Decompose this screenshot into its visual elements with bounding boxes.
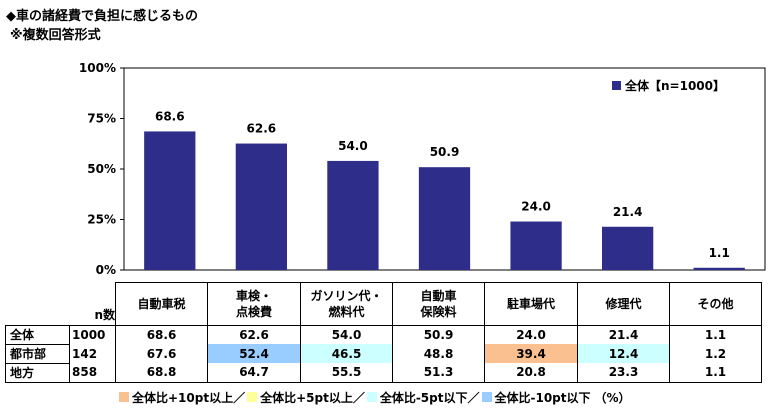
bar-value-label: 21.4 — [613, 205, 643, 219]
highlight-legend-label: 全体比-5pt以下／ — [379, 390, 480, 405]
table-cell: 12.4 — [577, 344, 670, 363]
bar-value-label: 54.0 — [338, 139, 368, 153]
legend-swatch — [612, 80, 621, 90]
table-cell: 52.4 — [207, 344, 301, 363]
table-row: 全体 1000 68.6 62.6 54.0 50.9 24.0 21.4 1.1 — [5, 324, 762, 345]
highlight-legend-item: 全体比+5pt以上／ — [245, 389, 365, 406]
table-cell: 51.3 — [392, 363, 485, 383]
table-cell: 21.4 — [577, 324, 670, 344]
highlight-swatch — [366, 392, 377, 402]
table-cell: 68.6 — [115, 324, 208, 344]
bar — [510, 221, 562, 270]
table-row: 地方 858 68.8 64.7 55.5 51.3 20.8 23.3 1.1 — [5, 362, 762, 383]
table-cell: 46.5 — [300, 344, 393, 363]
highlight-legend-label: 全体比-10pt以下 — [494, 390, 591, 405]
y-tick-label: 0% — [96, 263, 116, 277]
row-n: 1000 — [69, 324, 116, 344]
column-header: 駐車場代 — [484, 282, 578, 326]
highlight-legend-label: 全体比+5pt以上／ — [260, 390, 365, 405]
highlight-legend-item: 全体比+10pt以上／ — [117, 389, 245, 406]
table-cell: 1.1 — [669, 363, 762, 383]
column-header-line: 自動車 — [420, 288, 457, 303]
column-header: 修理代 — [577, 282, 670, 326]
table-cell: 64.7 — [207, 363, 301, 383]
highlight-swatch — [119, 392, 129, 402]
row-n: 858 — [69, 363, 116, 383]
column-header-line: ガソリン代・ — [310, 288, 383, 303]
table-cell: 24.0 — [484, 324, 578, 344]
bar — [327, 160, 379, 270]
highlight-legend-item: 全体比-10pt以下 — [480, 389, 591, 406]
row-label: 全体 — [5, 324, 70, 345]
column-header-line: 自動車税 — [137, 296, 186, 311]
column-header-line: 保険料 — [420, 304, 457, 319]
table-cell: 55.5 — [300, 363, 393, 383]
highlight-swatch — [247, 392, 258, 402]
bar — [144, 131, 196, 270]
bar-value-label: 24.0 — [521, 200, 551, 214]
table-cell: 1.2 — [669, 344, 762, 363]
table-cell: 68.8 — [115, 363, 208, 383]
table-cell: 67.6 — [115, 344, 208, 363]
column-header: ガソリン代・ 燃料代 — [300, 282, 393, 326]
bar — [418, 167, 471, 270]
bar-value-label: 68.6 — [155, 109, 185, 123]
bar-value-label: 50.9 — [430, 145, 460, 159]
y-tick-label: 25% — [87, 213, 116, 227]
column-header: 自動車 保険料 — [392, 282, 485, 326]
table-cell: 62.6 — [207, 324, 301, 344]
column-header-line: 駐車場代 — [506, 296, 555, 311]
data-table: n数 自動車税 車検・ 点検費 ガソリン代・ 燃料代 自動車 保険料 駐車場代 修理代 その他 全体 1… — [5, 282, 762, 383]
table-cell: 1.1 — [669, 324, 762, 344]
bar-value-label: 1.1 — [709, 246, 730, 260]
unit-label: （%） — [594, 390, 631, 405]
y-tick-label: 50% — [87, 162, 116, 176]
column-header: 車検・ 点検費 — [207, 282, 301, 326]
bar-value-label: 62.6 — [247, 122, 277, 136]
highlight-legend-label: 全体比+10pt以上／ — [132, 390, 246, 405]
row-label: 地方 — [5, 362, 70, 383]
bar — [235, 143, 287, 270]
bar — [693, 267, 745, 270]
table-cell: 39.4 — [484, 344, 578, 363]
row-n: 142 — [69, 344, 116, 363]
table-cell: 23.3 — [577, 363, 670, 383]
table-cell: 54.0 — [300, 324, 393, 344]
chart-subtitle: ※複数回答形式 — [10, 28, 101, 43]
row-label: 都市部 — [5, 343, 70, 364]
column-header: その他 — [669, 282, 762, 326]
y-tick-label: 100% — [79, 61, 116, 75]
table-cell: 48.8 — [392, 344, 485, 363]
column-header-line: 修理代 — [605, 296, 642, 311]
chart-title: ◆車の諸経費で負担に感じるもの — [6, 9, 198, 24]
chart-legend: 全体【n=1000】 — [612, 76, 725, 94]
table-cell: 20.8 — [484, 363, 578, 383]
n-header: n数 — [94, 307, 115, 322]
bar — [602, 226, 654, 270]
column-header: 自動車税 — [115, 282, 208, 326]
column-header-line: 燃料代 — [328, 304, 365, 319]
legend-label: 全体【n=1000】 — [625, 78, 725, 93]
table-cell: 50.9 — [392, 324, 485, 344]
y-tick-label: 75% — [87, 112, 116, 126]
column-header-line: その他 — [697, 296, 734, 311]
table-row: 都市部 142 67.6 52.4 46.5 48.8 39.4 12.4 1.2 — [5, 343, 762, 364]
highlight-legend-item: 全体比-5pt以下／ — [365, 389, 480, 406]
bar-chart: 0% 25% 50% 75% 100% 68.6 62.6 54.0 50.9 24.0 21.4 1… — [79, 61, 766, 277]
highlight-legend: 全体比+10pt以上／ 全体比+5pt以上／ 全体比-5pt以下／ 全体比-10pt以… — [117, 389, 631, 405]
highlight-swatch — [481, 392, 492, 402]
column-header-line: 点検費 — [235, 304, 272, 319]
column-header-line: 車検・ — [235, 288, 272, 303]
